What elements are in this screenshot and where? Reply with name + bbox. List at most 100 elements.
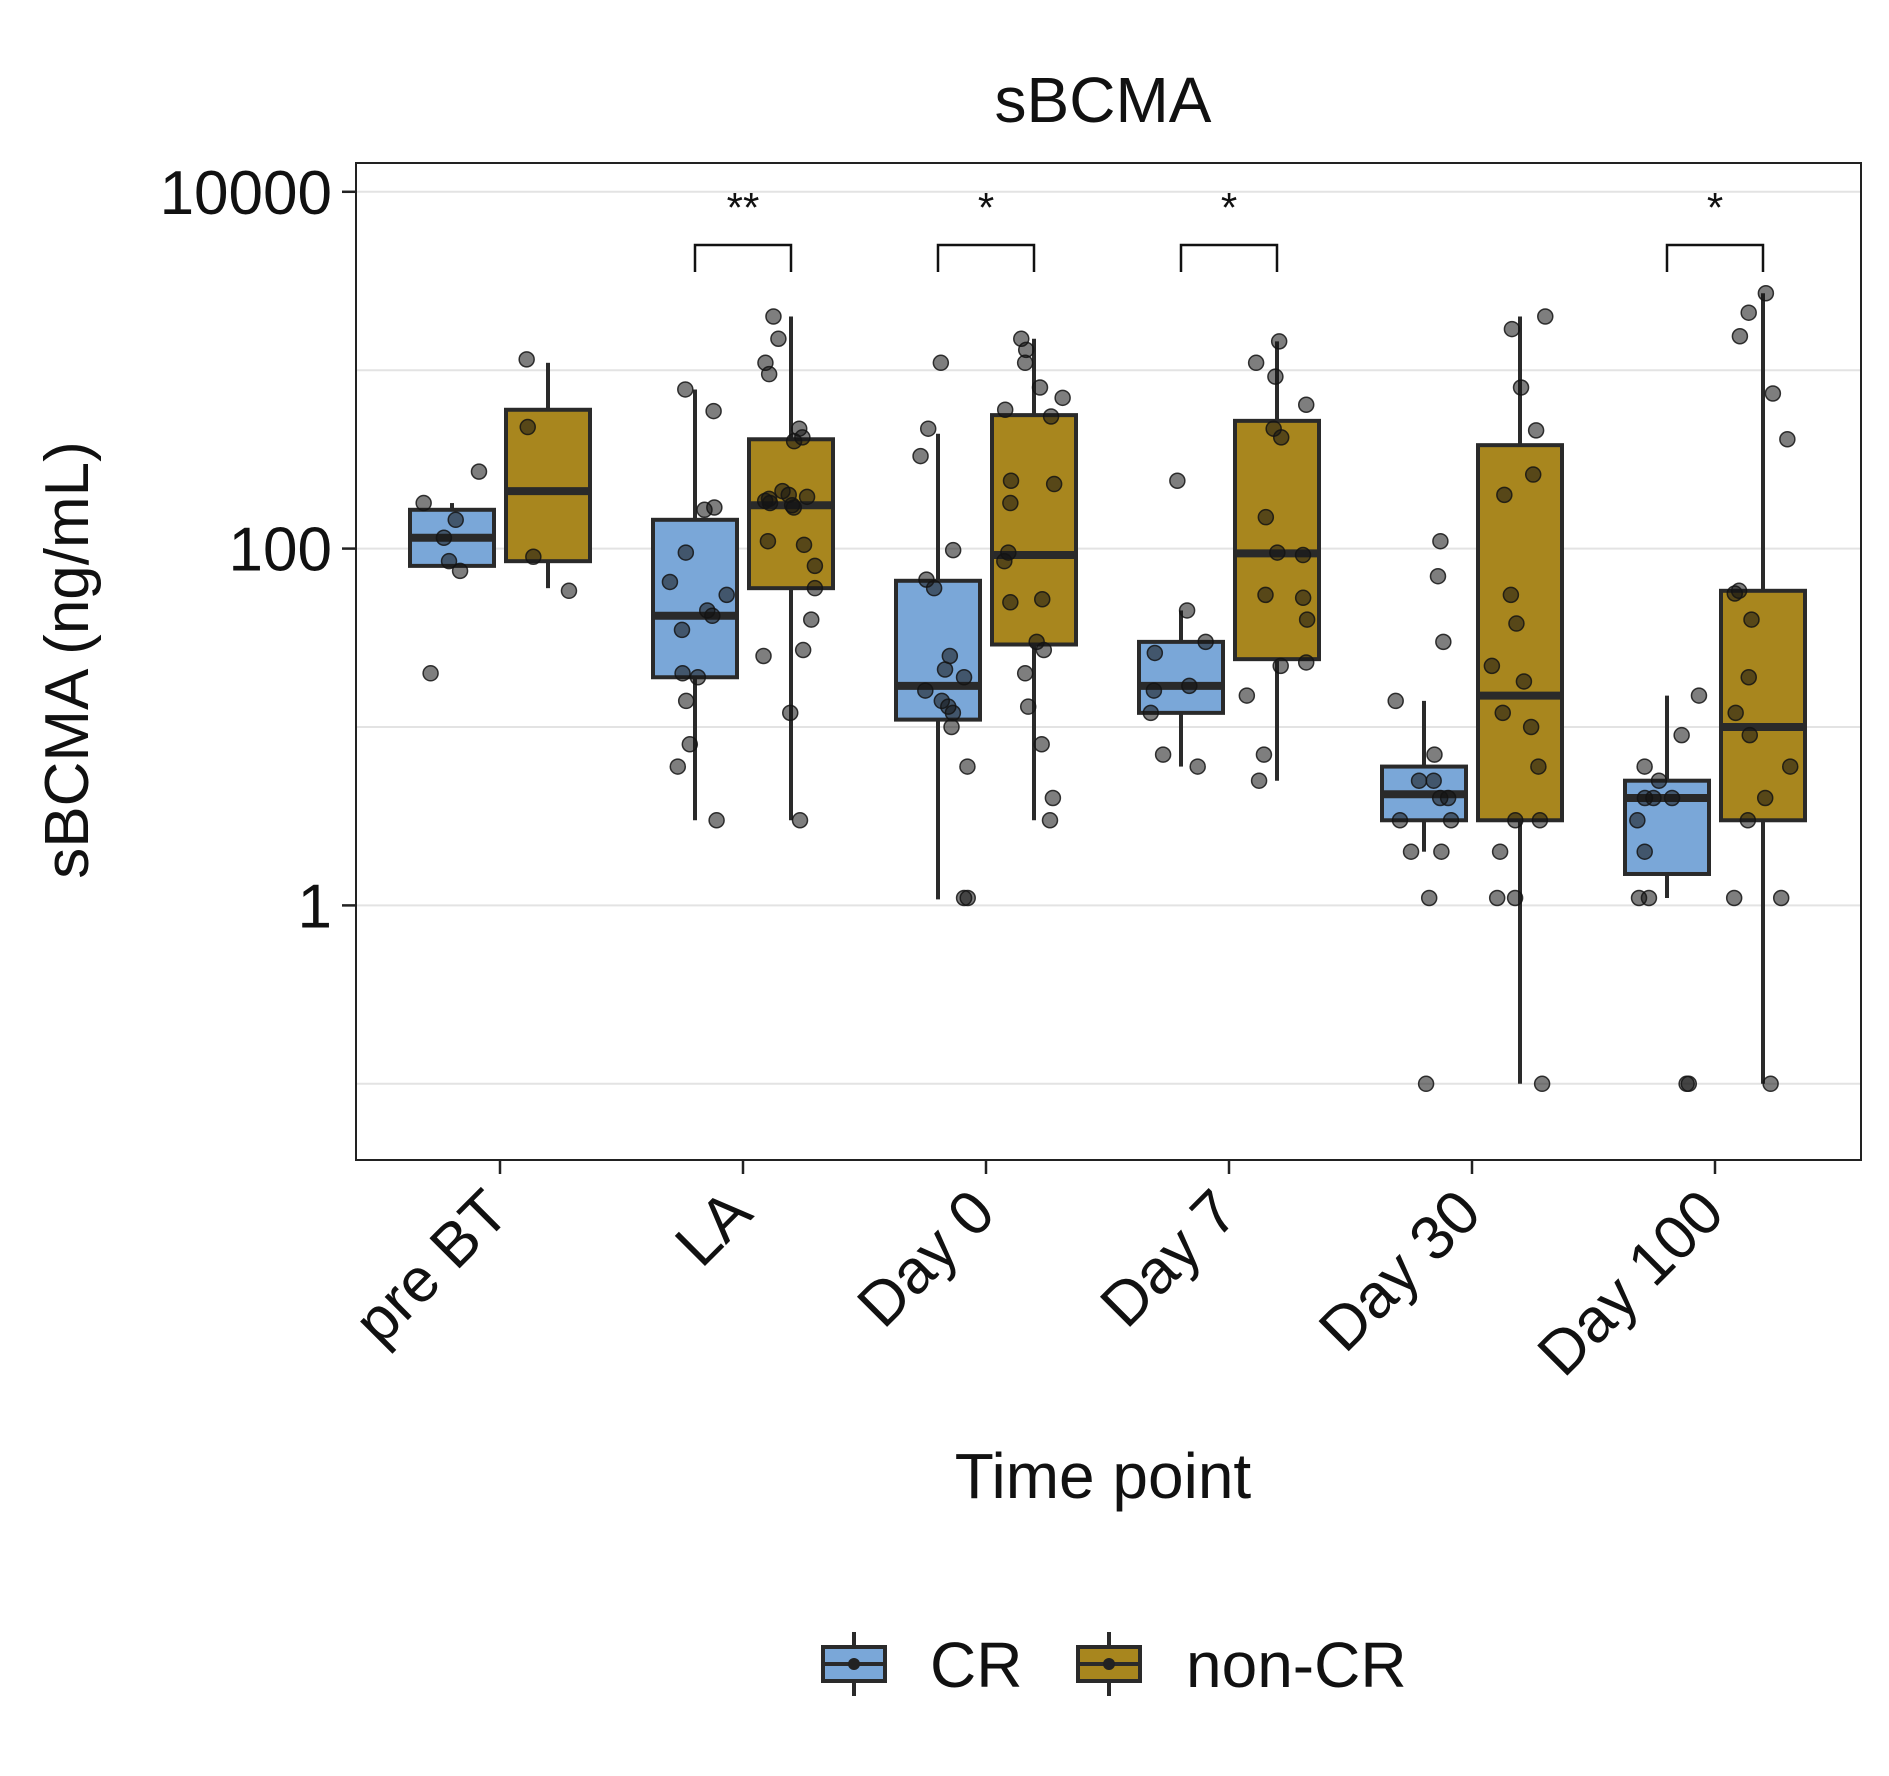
data-point xyxy=(932,354,950,372)
data-point xyxy=(677,544,695,561)
data-point xyxy=(1045,475,1063,493)
data-point xyxy=(1247,354,1265,372)
data-point xyxy=(1002,494,1019,512)
data-point xyxy=(1255,746,1273,763)
data-point xyxy=(925,579,943,597)
data-point xyxy=(519,418,536,436)
data-point xyxy=(1636,758,1653,775)
data-point xyxy=(1181,677,1198,695)
data-point xyxy=(669,758,687,775)
data-point xyxy=(1142,704,1160,722)
data-point xyxy=(1673,726,1690,744)
data-point xyxy=(1432,532,1449,550)
data-point xyxy=(1743,611,1760,628)
data-point xyxy=(770,330,787,348)
box-non-cr xyxy=(1719,293,1807,1084)
data-point xyxy=(765,308,782,325)
data-point xyxy=(941,647,959,665)
data-point xyxy=(1508,615,1525,632)
data-point xyxy=(1491,843,1509,860)
data-point xyxy=(1515,673,1533,690)
data-point xyxy=(435,529,453,547)
data-point xyxy=(795,536,813,554)
data-point xyxy=(996,552,1013,570)
data-point xyxy=(1016,354,1034,372)
data-point xyxy=(1739,812,1757,829)
data-point xyxy=(936,661,954,678)
data-point xyxy=(1019,698,1037,715)
x-tick-label: LA xyxy=(662,1177,765,1280)
data-point xyxy=(785,499,803,516)
grid-layer xyxy=(356,190,1861,1085)
y-tick-label: 10000 xyxy=(160,159,332,228)
data-point xyxy=(1636,843,1653,860)
data-point xyxy=(1417,1075,1435,1093)
data-point xyxy=(760,365,778,383)
data-point xyxy=(1391,812,1409,829)
data-point xyxy=(704,607,721,625)
data-point xyxy=(1756,789,1774,807)
data-point xyxy=(696,501,713,519)
data-point xyxy=(1169,472,1186,490)
data-point xyxy=(415,494,432,512)
data-point xyxy=(708,812,725,829)
data-point xyxy=(1781,758,1799,775)
data-point xyxy=(755,647,772,665)
data-point xyxy=(785,432,803,450)
data-point xyxy=(1272,657,1289,675)
plot-panel-border xyxy=(355,162,1862,1161)
data-point xyxy=(1410,772,1428,789)
x-tick-label: pre BT xyxy=(342,1177,522,1357)
data-point xyxy=(798,488,816,506)
data-point xyxy=(661,573,679,591)
data-point xyxy=(761,494,779,512)
data-point xyxy=(1527,422,1545,439)
data-point xyxy=(996,401,1014,419)
data-point xyxy=(944,541,962,559)
data-point xyxy=(1002,472,1020,490)
data-point xyxy=(1530,758,1547,775)
significance-label: * xyxy=(1221,184,1237,231)
data-point xyxy=(1297,654,1315,671)
data-point xyxy=(1740,669,1757,686)
significance-label: * xyxy=(978,184,994,231)
data-point xyxy=(1512,379,1530,396)
data-point xyxy=(794,641,812,659)
data-point xyxy=(677,692,695,710)
y-axis-title: sBCMA (ng/mL) xyxy=(33,441,102,879)
legend-label-cr: CR xyxy=(930,1629,1022,1701)
data-point xyxy=(447,511,464,529)
data-point xyxy=(1146,644,1164,662)
data-point xyxy=(1503,320,1521,338)
data-point xyxy=(955,669,973,686)
data-point xyxy=(1496,486,1513,504)
data-point xyxy=(919,420,937,437)
data-point xyxy=(1267,368,1284,385)
legend-key-cr xyxy=(821,1632,887,1696)
data-point xyxy=(1507,812,1524,829)
data-point xyxy=(1297,396,1315,414)
data-point xyxy=(781,704,799,722)
data-point xyxy=(718,586,735,604)
data-point xyxy=(1502,586,1520,604)
data-point xyxy=(1524,466,1542,483)
data-point xyxy=(1678,1075,1695,1093)
data-point xyxy=(560,582,578,600)
data-point xyxy=(1044,789,1062,807)
data-point xyxy=(1488,889,1506,907)
data-point xyxy=(1537,308,1554,325)
x-tick-label: Day 7 xyxy=(1088,1177,1251,1340)
data-point xyxy=(1506,889,1524,907)
data-point xyxy=(1042,408,1060,425)
data-point xyxy=(1145,682,1163,699)
data-point xyxy=(1725,889,1743,907)
x-tick-label: Day 100 xyxy=(1525,1177,1737,1389)
significance-layer: ** * * * xyxy=(693,184,1765,272)
x-tick-label: Day 30 xyxy=(1306,1177,1494,1365)
data-point xyxy=(912,447,929,465)
box-iqr xyxy=(504,407,592,564)
data-point xyxy=(959,758,976,775)
data-point xyxy=(1272,429,1290,446)
data-point xyxy=(1435,633,1452,651)
data-point xyxy=(1522,718,1540,736)
